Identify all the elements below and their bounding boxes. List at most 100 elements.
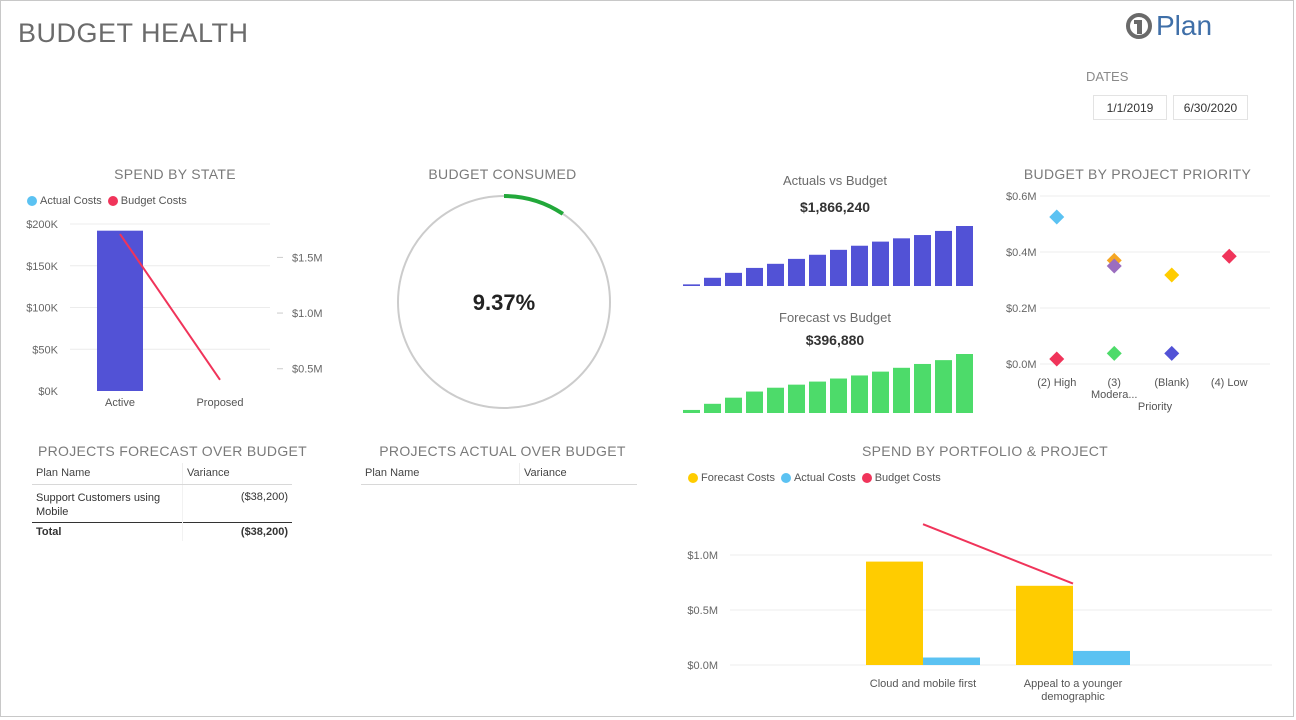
spend-by-state-chart[interactable]: $0K $50K $100K $150K $200K $0.5M $1.0M $1.5M Act… xyxy=(0,210,340,415)
budget-by-priority-title: BUDGET BY PROJECT PRIORITY xyxy=(1023,166,1252,182)
x-tick-label: (3) xyxy=(1108,377,1121,389)
x-tick-label: (4) Low xyxy=(1211,377,1248,389)
y-tick-label: $150K xyxy=(26,261,58,273)
table-header-row: Plan Name Variance xyxy=(361,463,637,485)
legend-item-budget[interactable]: Budget Costs xyxy=(861,472,941,484)
bar xyxy=(704,403,721,413)
date-end-input[interactable]: 6/30/2020 xyxy=(1173,95,1248,120)
bar xyxy=(767,387,784,413)
bar xyxy=(872,241,889,286)
bar xyxy=(935,360,952,413)
scatter-point xyxy=(1106,258,1122,274)
y-tick-label: $0.5M xyxy=(687,605,718,617)
table-total-row: Total ($38,200) xyxy=(32,522,292,541)
bar xyxy=(935,230,952,286)
legend-label-actual: Actual Costs xyxy=(40,195,102,207)
scatter-point xyxy=(1164,345,1180,361)
bar-forecast xyxy=(1016,585,1073,665)
bar xyxy=(788,384,805,413)
table-row[interactable]: Support Customers using Mobile ($38,200) xyxy=(32,484,292,523)
bar xyxy=(725,397,742,413)
spend-by-portfolio-legend: Forecast Costs Actual Costs Budget Costs xyxy=(688,472,947,484)
bar xyxy=(851,245,868,286)
bar xyxy=(956,226,973,286)
x-tick-label: Modera... xyxy=(1091,389,1137,401)
spend-by-state-legend: Actual Costs Budget Costs xyxy=(27,195,193,207)
y-tick-label: $0K xyxy=(38,386,58,398)
date-start-input[interactable]: 1/1/2019 xyxy=(1093,95,1167,120)
y-tick-label: $0.4M xyxy=(1006,247,1037,259)
scatter-point xyxy=(1049,209,1065,225)
budget-line xyxy=(119,233,221,381)
legend-dot-budget xyxy=(861,473,872,483)
y-tick-label: $0.6M xyxy=(1006,191,1037,203)
spend-by-portfolio-chart[interactable]: $0.0M $0.5M $1.0M Cloud and mobile first App… xyxy=(680,490,1280,710)
actuals-vs-budget-chart[interactable] xyxy=(683,222,983,288)
logo: Plan xyxy=(1124,10,1212,42)
bar xyxy=(725,272,742,286)
spend-by-state-title: SPEND BY STATE xyxy=(114,166,236,182)
y2-tick-label: $1.0M xyxy=(292,308,323,320)
legend-dot-forecast xyxy=(688,473,698,483)
projects-actual-table: Plan Name Variance xyxy=(361,463,637,485)
page-title: BUDGET HEALTH xyxy=(18,18,249,48)
y2-tick-label: $1.5M xyxy=(292,252,323,264)
total-label: Total xyxy=(32,522,183,541)
legend-item-forecast[interactable]: Forecast Costs xyxy=(688,472,775,484)
bar-forecast xyxy=(866,561,923,665)
projects-actual-title: PROJECTS ACTUAL OVER BUDGET xyxy=(379,443,626,459)
table-header-row: Plan Name Variance xyxy=(32,463,292,485)
bar xyxy=(893,367,910,413)
cell-variance: ($38,200) xyxy=(240,491,288,503)
bar xyxy=(872,371,889,413)
bar xyxy=(914,235,931,286)
projects-forecast-table: Plan Name Variance Support Customers usi… xyxy=(32,463,292,541)
bar xyxy=(683,409,700,413)
bar xyxy=(767,263,784,286)
bar xyxy=(746,267,763,286)
bar xyxy=(683,284,700,286)
legend-item-actual[interactable]: Actual Costs xyxy=(780,472,856,484)
scatter-point xyxy=(1049,351,1065,367)
y-tick-label: $100K xyxy=(26,303,58,315)
legend-label-budget: Budget Costs xyxy=(874,472,941,484)
y-tick-label: $0.0M xyxy=(1006,359,1037,371)
bar xyxy=(830,378,847,413)
gauge-arc xyxy=(503,194,564,216)
column-header-variance[interactable]: Variance xyxy=(182,463,292,485)
legend-item-actual[interactable]: Actual Costs xyxy=(27,195,102,207)
scatter-point xyxy=(1106,345,1122,361)
x-axis-label: Priority xyxy=(1138,401,1173,413)
y-tick-label: $1.0M xyxy=(687,550,718,562)
budget-line xyxy=(922,523,1074,585)
legend-label-forecast: Forecast Costs xyxy=(701,472,775,484)
logo-icon xyxy=(1126,13,1152,39)
bar xyxy=(704,277,721,286)
bar xyxy=(788,258,805,286)
column-header-variance[interactable]: Variance xyxy=(519,463,637,485)
x-tick-label: Cloud and mobile first xyxy=(870,678,976,690)
legend-dot-actual xyxy=(27,196,37,206)
legend-label-actual: Actual Costs xyxy=(793,472,856,484)
legend-dot-actual xyxy=(780,473,791,483)
y-tick-label: $50K xyxy=(32,344,58,356)
x-tick-label: (2) High xyxy=(1037,377,1076,389)
actuals-vs-budget-value: $1,866,240 xyxy=(799,199,871,215)
column-header-plan-name[interactable]: Plan Name xyxy=(361,463,520,485)
legend-dot-budget xyxy=(107,196,118,206)
spend-by-portfolio-title: SPEND BY PORTFOLIO & PROJECT xyxy=(862,443,1108,459)
budget-consumed-gauge[interactable] xyxy=(392,188,616,414)
column-header-plan-name[interactable]: Plan Name xyxy=(32,463,183,485)
forecast-vs-budget-title: Forecast vs Budget xyxy=(779,310,891,325)
bar-actual xyxy=(923,657,980,665)
actuals-vs-budget-title: Actuals vs Budget xyxy=(782,173,888,188)
x-tick-label: Appeal to a younger xyxy=(1024,678,1123,690)
bar xyxy=(809,254,826,286)
budget-by-priority-chart[interactable]: $0.0M $0.2M $0.4M $0.6M (2) High (3)Modera...… xyxy=(995,185,1285,415)
legend-label-budget: Budget Costs xyxy=(120,195,187,207)
projects-forecast-title: PROJECTS FORECAST OVER BUDGET xyxy=(37,443,308,459)
bar xyxy=(746,391,763,413)
y-tick-label: $0.0M xyxy=(687,660,718,672)
legend-item-budget[interactable]: Budget Costs xyxy=(107,195,187,207)
forecast-vs-budget-chart[interactable] xyxy=(683,350,983,415)
